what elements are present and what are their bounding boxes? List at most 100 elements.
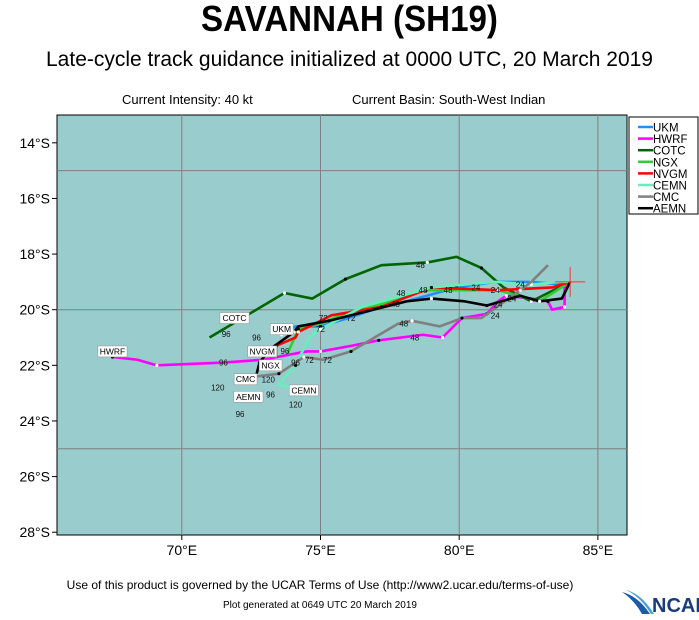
forecast-hour-label: 24: [516, 281, 525, 290]
track-point: [460, 316, 464, 320]
forecast-hour-label: 72: [319, 314, 328, 323]
y-tick-label: 28°S: [19, 524, 50, 540]
y-tick-label: 14°S: [19, 135, 50, 151]
legend-label: CMC: [653, 192, 679, 204]
forecast-hour-label: 24: [494, 301, 503, 310]
ncar-logo: NCAR: [620, 590, 699, 617]
model-label-box: [288, 384, 319, 397]
model-label-box: [233, 373, 258, 386]
y-tick-label: 24°S: [19, 413, 50, 429]
model-label-nvgm: NVGM: [247, 345, 278, 358]
legend-label: UKM: [653, 123, 679, 135]
track-point: [440, 335, 445, 340]
model-label-text: HWRF: [100, 346, 126, 356]
forecast-hour-label: 96: [291, 359, 300, 368]
legend-label: HWRF: [653, 134, 688, 146]
track-point: [425, 260, 429, 265]
track-point: [538, 299, 542, 303]
track-point: [429, 296, 434, 301]
legend-item-aemn: AEMN: [638, 204, 686, 216]
track-point: [349, 349, 353, 354]
forecast-hour-label: 96: [219, 359, 228, 368]
current-intensity: Current Intensity: 40 kt: [122, 92, 253, 107]
track-point: [518, 288, 522, 292]
model-label-hwrf: HWRF: [97, 345, 128, 358]
forecast-hour-label: 96: [266, 390, 275, 399]
model-label-ukm: UKM: [269, 323, 294, 335]
model-label-cmc: CMC: [233, 373, 258, 386]
legend-item-cmc: CMC: [638, 192, 679, 204]
track-point: [429, 285, 434, 290]
forecast-hour-label: 72: [316, 325, 325, 334]
legend-item-ngx: NGX: [638, 157, 678, 169]
model-label-ngx: NGX: [258, 359, 283, 372]
track-point: [410, 319, 414, 323]
track-point: [327, 319, 331, 323]
track-point: [377, 338, 381, 342]
y-tick-label: 22°S: [19, 357, 50, 373]
forecast-hour-label: 48: [396, 289, 405, 298]
x-tick-label: 85°E: [583, 542, 614, 558]
model-label-box: [258, 359, 283, 372]
model-label-text: CEMN: [291, 385, 316, 395]
track-point: [496, 288, 500, 292]
track-point: [479, 266, 483, 270]
model-label-aemn: AEMN: [233, 391, 264, 403]
x-tick-label: 80°E: [444, 542, 475, 558]
track-point: [485, 303, 489, 308]
legend-item-nvgm: NVGM: [638, 169, 688, 181]
track-point: [282, 291, 287, 295]
track-point: [302, 355, 306, 359]
guidance-subtitle: Late-cycle track guidance initialized at…: [46, 48, 653, 71]
legend-label: NGX: [653, 157, 678, 169]
forecast-hour-label: 96: [236, 410, 245, 419]
legend-label: NVGM: [653, 169, 688, 181]
forecast-hour-label: 72: [347, 314, 356, 323]
model-label-text: UKM: [272, 324, 291, 334]
track-point: [277, 372, 281, 376]
model-label-cotc: COTC: [219, 312, 250, 324]
track-point: [296, 330, 300, 334]
forecast-hour-label: 24: [471, 283, 480, 292]
legend-item-hwrf: HWRF: [638, 134, 688, 146]
x-tick-label: 70°E: [167, 542, 198, 558]
legend-label: COTC: [653, 146, 686, 158]
y-tick-label: 20°S: [19, 302, 50, 318]
forecast-hour-label: 24: [491, 312, 500, 321]
legend-label: CEMN: [653, 181, 687, 193]
y-tick-label: 26°S: [19, 469, 50, 485]
model-label-box: [97, 345, 128, 358]
track-line: [277, 280, 571, 392]
legend-item-cemn: CEMN: [638, 181, 687, 193]
model-label-box: [247, 345, 278, 358]
forecast-hour-label: 24: [507, 295, 516, 304]
track-point: [504, 294, 508, 298]
forecast-hour-label: 48: [419, 286, 428, 295]
track-point: [343, 277, 348, 281]
forecast-hour-label: 72: [305, 356, 314, 365]
forecast-hour-label: 48: [410, 334, 419, 343]
track-point: [318, 324, 323, 328]
track-point: [318, 349, 323, 354]
forecast-hour-label: 48: [399, 320, 408, 329]
forecast-hour-label: 120: [289, 401, 303, 410]
forecast-hour-label: 96: [222, 330, 231, 339]
forecast-hour-label: 24: [491, 286, 500, 295]
track-point: [155, 363, 159, 367]
forecast-hour-label: 120: [262, 376, 276, 385]
plot-generated: Plot generated at 0649 UTC 20 March 2019: [222, 600, 417, 611]
model-label-cemn: CEMN: [288, 384, 319, 397]
model-label-text: CMC: [236, 374, 255, 384]
map-background: [56, 114, 628, 536]
model-label-text: NGX: [261, 360, 280, 370]
x-tick-label: 75°E: [305, 542, 336, 558]
track-point: [562, 305, 567, 309]
model-label-box: [269, 323, 294, 335]
model-label-text: COTC: [222, 313, 246, 323]
y-tick-label: 18°S: [19, 246, 50, 262]
model-label-box: [233, 391, 264, 403]
forecast-hour-label: 96: [252, 334, 261, 343]
